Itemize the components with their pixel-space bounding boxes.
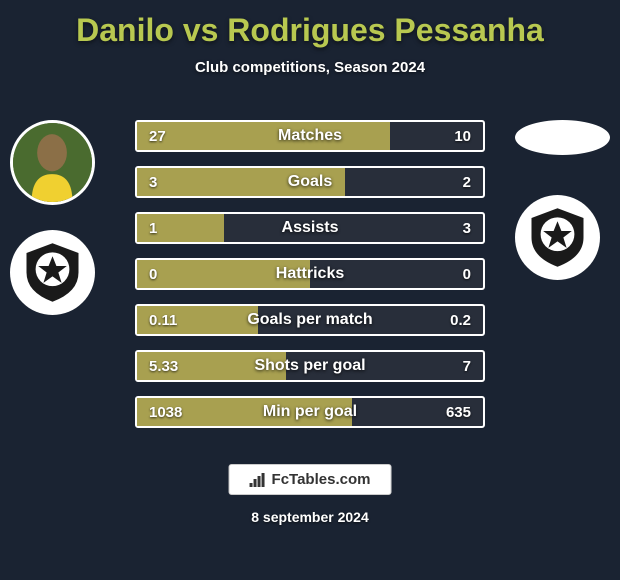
stat-value-right: 3 bbox=[463, 220, 471, 237]
stat-row: 5.33 7 Shots per goal bbox=[135, 350, 485, 382]
shield-star-icon bbox=[20, 240, 85, 305]
stat-row: 0 0 Hattricks bbox=[135, 258, 485, 290]
footer-date: 8 september 2024 bbox=[251, 509, 369, 525]
stat-value-left: 0.11 bbox=[149, 312, 177, 329]
left-player-avatars bbox=[10, 120, 95, 315]
player-silhouette-icon bbox=[13, 120, 92, 205]
site-badge: FcTables.com bbox=[229, 464, 392, 495]
stat-value-left: 27 bbox=[149, 128, 166, 145]
stat-row: 0.11 0.2 Goals per match bbox=[135, 304, 485, 336]
club-badge-right bbox=[515, 195, 600, 280]
stat-row: 1 3 Assists bbox=[135, 212, 485, 244]
stat-value-left: 3 bbox=[149, 174, 157, 191]
stat-label: Goals bbox=[288, 173, 332, 191]
site-name: FcTables.com bbox=[272, 471, 371, 488]
stat-label: Hattricks bbox=[276, 265, 344, 283]
stat-label: Matches bbox=[278, 127, 342, 145]
stat-value-left: 1038 bbox=[149, 404, 182, 421]
stat-value-right: 0 bbox=[463, 266, 471, 283]
comparison-title: Danilo vs Rodrigues Pessanha bbox=[0, 0, 620, 49]
stat-row: 3 2 Goals bbox=[135, 166, 485, 198]
stats-container: 27 10 Matches 3 2 Goals 1 3 Assists 0 0 Hattricks 0.… bbox=[135, 120, 485, 442]
stat-label: Shots per goal bbox=[254, 357, 365, 375]
stat-label: Min per goal bbox=[263, 403, 357, 421]
stat-row: 27 10 Matches bbox=[135, 120, 485, 152]
stat-value-left: 1 bbox=[149, 220, 157, 237]
stat-value-left: 5.33 bbox=[149, 358, 178, 375]
stat-value-right: 0.2 bbox=[450, 312, 471, 329]
right-player-avatars bbox=[515, 120, 610, 280]
comparison-subtitle: Club competitions, Season 2024 bbox=[0, 59, 620, 76]
stat-bar-left bbox=[137, 122, 390, 150]
player-avatar-right bbox=[515, 120, 610, 155]
stat-label: Goals per match bbox=[247, 311, 372, 329]
stat-bar-right bbox=[224, 214, 484, 242]
club-badge-left bbox=[10, 230, 95, 315]
stat-value-right: 10 bbox=[454, 128, 471, 145]
stat-value-right: 2 bbox=[463, 174, 471, 191]
stat-value-right: 635 bbox=[446, 404, 471, 421]
player-avatar-left bbox=[10, 120, 95, 205]
chart-icon bbox=[250, 473, 266, 487]
stat-row: 1038 635 Min per goal bbox=[135, 396, 485, 428]
stat-value-right: 7 bbox=[463, 358, 471, 375]
shield-star-icon bbox=[525, 205, 590, 270]
stat-label: Assists bbox=[282, 219, 339, 237]
stat-value-left: 0 bbox=[149, 266, 157, 283]
